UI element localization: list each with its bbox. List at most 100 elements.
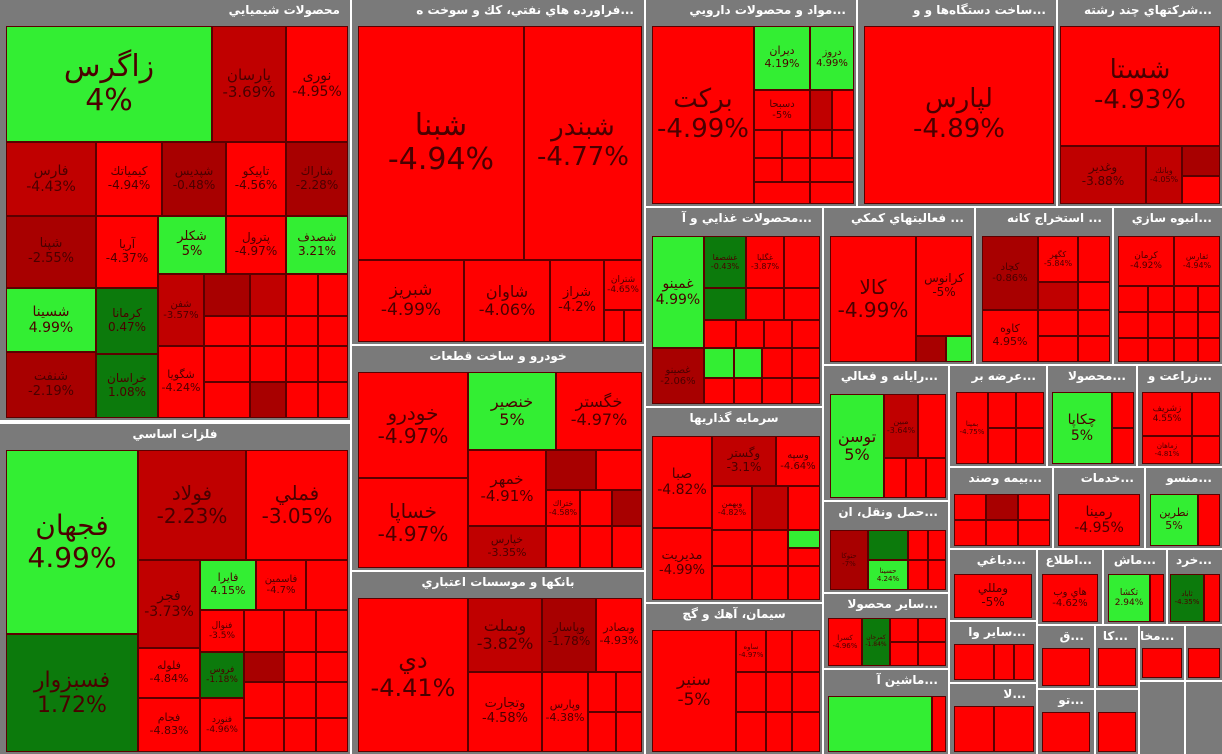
tile-small[interactable] [946,336,972,362]
sector-textile[interactable]: منسو... نطرين 5% [1146,468,1222,548]
tile-small[interactable] [1192,436,1220,464]
tile-small[interactable] [624,310,642,342]
tile-saveh[interactable]: ساوه -4.97% [736,630,766,672]
tile-fars[interactable]: فارس -4.43% [6,142,96,216]
tile-faira[interactable]: فايرا 4.15% [200,560,256,610]
sector-info[interactable]: اطلاع... هاي وب -4.62% [1038,550,1102,624]
tile-vabahman[interactable]: وبهمن -4.82% [712,486,752,530]
tile-small[interactable] [792,378,820,404]
tile-small[interactable] [704,320,736,348]
tile-small[interactable] [994,644,1014,680]
tile-fasabzevar[interactable]: فسبزوار 1.72% [6,634,138,752]
tile-ramina[interactable]: رمينا -4.95% [1058,494,1140,546]
tile-shavan[interactable]: شاوان -4.06% [464,260,550,342]
tile-small[interactable] [954,494,986,520]
sector-chemical[interactable]: محصولات شيميايي زاگرس 4% پارسان -3.69% نور… [0,0,350,420]
tile-small[interactable] [1174,312,1198,338]
sector-retail[interactable]: خرد... ثاباد -4.35% [1168,550,1222,624]
tile-kamarjan[interactable]: كمرجان -1.84% [862,618,890,666]
tile-vamelli[interactable]: ومللي -5% [954,574,1032,618]
tile-kchad[interactable]: كچاد -0.86% [982,236,1038,310]
tile-small[interactable] [928,560,946,590]
tile-foolad[interactable]: فولاد -2.23% [138,450,246,560]
tile-small[interactable] [286,382,318,418]
tile-khparsan[interactable]: خپارس -3.35% [468,526,546,568]
tile-small[interactable] [908,560,928,590]
tile-small[interactable] [1038,336,1078,362]
tile-small[interactable] [754,130,782,158]
tile-small[interactable] [1042,648,1090,686]
sector-support[interactable]: فعاليتهاي كمكي ... كالا -4.99% كرانوس -5% [824,208,974,364]
tile-tekesha[interactable]: تكشا 2.94% [1108,574,1150,622]
tile-shanft[interactable]: شنفت -2.19% [6,352,96,418]
tile-fanval[interactable]: فنوال -3.5% [200,610,244,652]
tile-small[interactable] [918,618,946,642]
tile-small[interactable] [1118,312,1148,338]
tile-small[interactable] [1204,574,1220,622]
tile-small[interactable] [954,520,986,546]
tile-small[interactable] [754,182,810,204]
tile-small[interactable] [792,348,820,378]
tile-small[interactable] [810,130,832,158]
tile-small[interactable] [316,610,348,652]
tile-small[interactable] [244,610,284,652]
tile-small[interactable] [752,566,788,600]
tile-small[interactable] [988,428,1016,464]
tile-bampena[interactable]: بمپنا -4.75% [956,392,988,464]
tile-aria[interactable]: آريا -4.37% [96,216,158,288]
tile-small[interactable] [916,336,946,362]
tile-small[interactable] [1198,338,1220,362]
sector-hotel[interactable]: ماشين آ... [824,670,948,754]
tile-small[interactable] [1038,310,1078,336]
tile-small[interactable] [1182,176,1220,204]
tile-small[interactable] [754,158,782,182]
tile-small[interactable] [736,320,764,348]
tile-small[interactable] [318,346,348,382]
tile-small[interactable] [784,288,820,320]
sector-agri[interactable]: زراعت و... زشريف 4.55% زماهان -4.81% [1138,366,1222,466]
tile-small[interactable] [994,706,1034,752]
tile-noori[interactable]: نوری -4.95% [286,26,348,142]
tile-vaghadir[interactable]: وغدير -3.88% [1060,146,1146,204]
sector-tanning[interactable]: دباغي... ومللي -5% [950,550,1036,620]
tile-small[interactable] [1198,312,1220,338]
tile-small[interactable] [546,450,596,490]
tile-hasina[interactable]: حسينا 4.24% [868,560,908,590]
tile-shafan[interactable]: شفن -3.57% [158,274,204,346]
tile-small[interactable] [1078,282,1110,310]
sector-small-right[interactable] [1186,626,1222,680]
tile-vagostar[interactable]: وگستر -3.1% [712,436,776,486]
tile-khanasir[interactable]: خنصير 5% [468,372,556,450]
tile-khorasan[interactable]: خراسان 1.08% [96,354,158,418]
tile-small[interactable] [580,526,612,568]
tile-small[interactable] [890,642,918,666]
tile-small[interactable] [1174,338,1198,362]
sector-machinery[interactable]: ساير وا... [950,622,1036,682]
tile-small[interactable] [810,90,832,130]
tile-small[interactable] [734,378,762,404]
tile-ghsino[interactable]: غصينو -2.06% [652,348,704,404]
tile-small[interactable] [580,490,612,526]
tile-small[interactable] [1148,312,1174,338]
tile-small[interactable] [1112,392,1134,428]
tile-small[interactable] [736,672,766,712]
sector-multi[interactable]: شركتهاي چند رشته... شستا -4.93% وغدير -3.8… [1058,0,1222,206]
tile-ghamino[interactable]: غمينو 4.99% [652,236,704,348]
tile-parsan[interactable]: پارسان -3.69% [212,26,286,142]
tile-shaklar[interactable]: شكلر 5% [158,216,226,274]
tile-small[interactable] [204,346,250,382]
tile-small[interactable] [788,548,820,566]
tile-small[interactable] [318,316,348,346]
tile-small[interactable] [1078,310,1110,336]
tile-khgostar[interactable]: خگستر -4.97% [556,372,642,450]
tile-small[interactable] [766,712,792,752]
tile-small[interactable] [788,486,820,530]
tile-small[interactable] [244,652,284,682]
tile-khsapa[interactable]: خساپا -4.97% [358,478,468,568]
tile-small[interactable] [734,348,762,378]
tile-small[interactable] [810,158,854,182]
tile-small[interactable] [1198,494,1220,546]
tile-small[interactable] [316,718,348,752]
tile-small[interactable] [244,718,284,752]
tile-small[interactable] [1018,494,1050,520]
